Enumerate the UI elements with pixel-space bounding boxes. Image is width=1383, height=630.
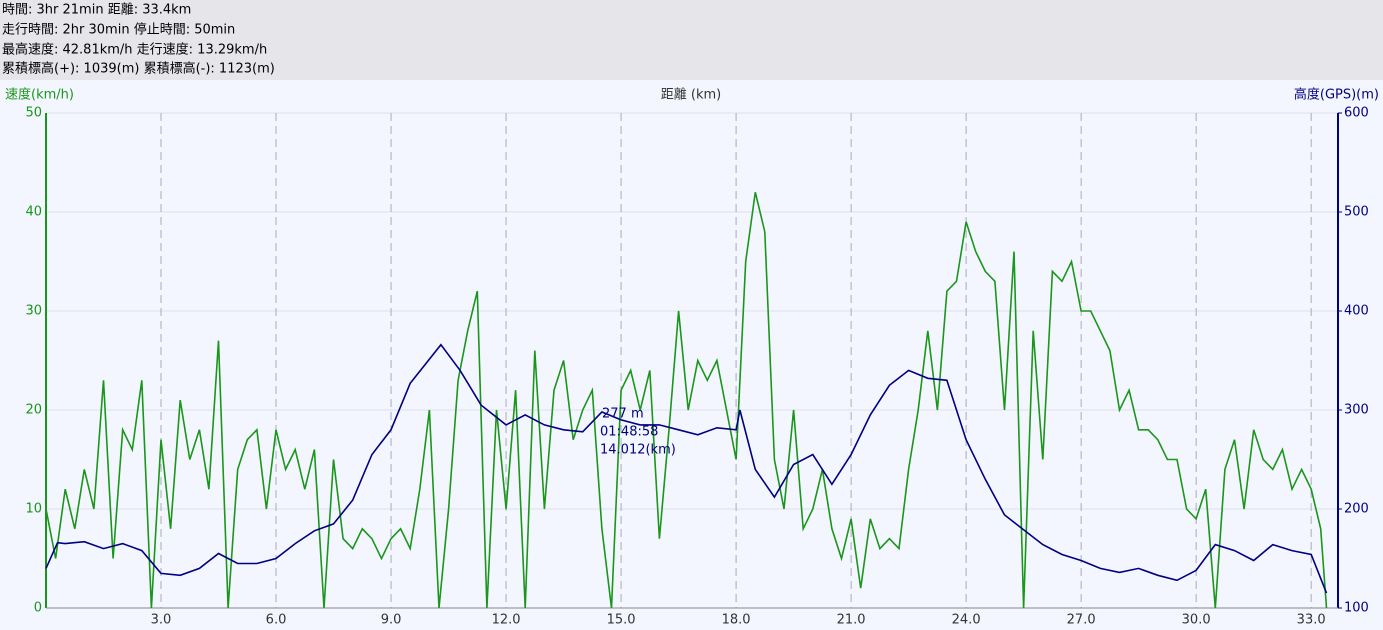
x-axis-label: 距離 (km) [661, 88, 721, 103]
x-tick-label: 15.0 [607, 613, 636, 628]
y2-tick-label: 400 [1344, 304, 1369, 319]
y-tick-label: 10 [25, 502, 42, 517]
series-line [45, 192, 1328, 609]
header-line: 時間: 3hr 21min 距離: 33.4km [2, 3, 191, 18]
y-axis-label: 速度(km/h) [5, 87, 74, 103]
y2-tick-label: 100 [1344, 601, 1369, 616]
series-line [45, 343, 1328, 594]
x-tick-label: 9.0 [381, 613, 402, 628]
annotation: 277 m [602, 407, 644, 422]
y-tick-label: 20 [25, 403, 42, 418]
header-bg [0, 0, 1383, 80]
annotation: 01:48:58 [600, 425, 658, 440]
y-tick-label: 30 [25, 304, 42, 319]
y2-tick-label: 300 [1344, 403, 1369, 418]
chart-bg [0, 80, 1383, 630]
annotation: 14.012(km) [600, 443, 676, 458]
y2-tick-label: 200 [1344, 502, 1369, 517]
y-tick-label: 0 [34, 601, 42, 616]
y2-tick-label: 600 [1344, 106, 1369, 121]
plot [45, 112, 1342, 609]
y2-axis-label: 高度(GPS)(m) [1294, 87, 1379, 103]
x-tick-label: 18.0 [722, 613, 751, 628]
x-tick-label: 6.0 [266, 613, 287, 628]
header-line: 累積標高(+): 1039(m) 累積標高(-): 1123(m) [2, 61, 275, 77]
header-line: 最高速度: 42.81km/h 走行速度: 13.29km/h [2, 42, 267, 58]
x-tick-label: 12.0 [492, 613, 521, 628]
y2-tick-label: 500 [1344, 205, 1369, 220]
x-tick-label: 27.0 [1067, 613, 1096, 628]
x-tick-label: 3.0 [151, 613, 172, 628]
y-tick-label: 40 [25, 205, 42, 220]
x-tick-label: 33.0 [1297, 613, 1326, 628]
x-tick-label: 24.0 [952, 613, 981, 628]
header-line: 走行時間: 2hr 30min 停止時間: 50min [2, 22, 235, 38]
y-tick-label: 50 [25, 106, 42, 121]
x-tick-label: 30.0 [1182, 613, 1211, 628]
x-tick-label: 21.0 [837, 613, 866, 628]
